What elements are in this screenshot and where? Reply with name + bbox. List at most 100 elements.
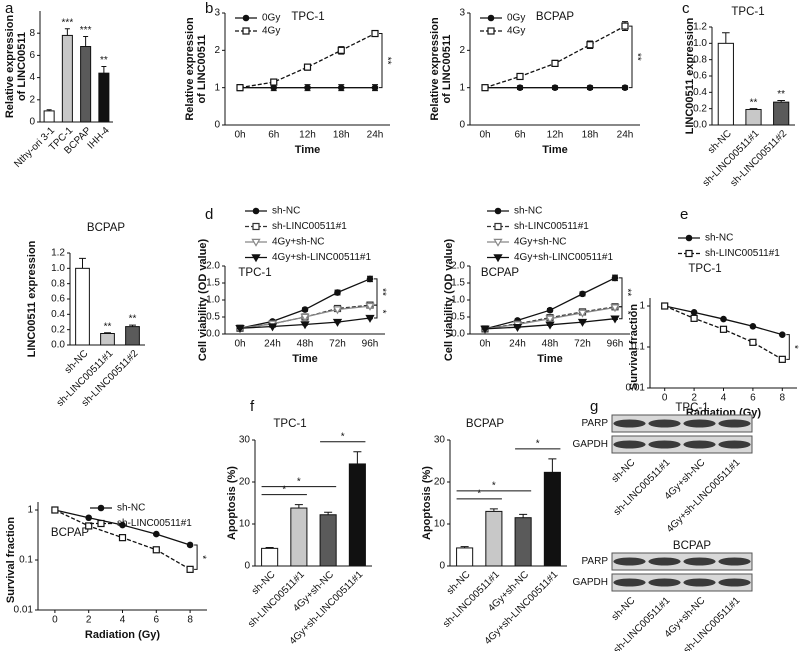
- chart-title: TPC-1: [238, 267, 271, 279]
- legend-label: 4Gy: [507, 26, 525, 37]
- legend-label: 4Gy+sh-LINC00511#1: [514, 252, 613, 263]
- legend-label: 4Gy: [262, 26, 280, 37]
- y-tick-label: 0.6: [693, 71, 707, 82]
- y-axis-label: Survival fraction: [628, 304, 640, 390]
- panel-label: b: [205, 0, 213, 17]
- bar: [100, 333, 115, 346]
- y-tick-label: 0.0: [206, 329, 220, 340]
- y-tick-label: 0.01: [14, 605, 34, 616]
- panel-label: a: [5, 0, 14, 17]
- bar: [125, 326, 140, 346]
- y-tick-label: 1.0: [451, 295, 465, 306]
- y-tick-label: 2: [29, 94, 35, 105]
- x-tick-label: 0h: [234, 339, 245, 350]
- bracket: [194, 544, 198, 570]
- blot-band: [718, 578, 751, 587]
- legend-marker: [494, 207, 502, 215]
- error-bar: [104, 332, 111, 334]
- legend-label: sh-NC: [272, 206, 300, 217]
- x-tick-label: 12h: [547, 130, 564, 141]
- x-tick-label: 0h: [479, 339, 490, 350]
- y-tick-label: 1.5: [451, 278, 465, 289]
- y-tick-label: 0: [439, 561, 445, 572]
- legend-marker: [242, 14, 250, 22]
- significance: *: [341, 431, 345, 442]
- y-tick-label: 0.8: [693, 54, 707, 65]
- y-tick-label: 1.0: [693, 38, 707, 49]
- data-point: [480, 325, 490, 334]
- blot-title: BCPAP: [673, 540, 711, 552]
- data-point: [586, 84, 594, 91]
- blot-strip: [611, 435, 753, 454]
- blot-band: [648, 578, 681, 587]
- error-bar: [79, 257, 86, 269]
- significance: **: [777, 89, 785, 100]
- data-point: [611, 274, 619, 282]
- y-tick-label: 4: [29, 72, 35, 83]
- blot-band: [683, 419, 716, 428]
- y-tick-label: 20: [434, 477, 446, 488]
- y-axis-label: of LINC00511: [441, 34, 453, 103]
- legend-label: sh-LINC00511#1: [514, 221, 589, 232]
- error-bar: [83, 36, 89, 47]
- error-bar: [64, 28, 70, 36]
- y-axis-label: Apoptosis (%): [421, 466, 433, 540]
- blot-band: [718, 440, 751, 449]
- data-point: [749, 338, 757, 346]
- data-point: [719, 325, 728, 333]
- error-bar: [101, 66, 107, 74]
- y-tick-label: 1: [214, 82, 220, 93]
- significance: *: [376, 310, 387, 314]
- data-point: [85, 514, 92, 522]
- legend-label: 4Gy+sh-LINC00511#1: [272, 252, 371, 263]
- bar: [514, 517, 532, 567]
- legend-marker: [685, 249, 693, 258]
- legend-marker: [252, 222, 260, 231]
- legend-marker: [251, 254, 261, 263]
- bracket: [786, 334, 790, 360]
- bar: [75, 267, 90, 346]
- data-point: [186, 541, 194, 549]
- x-tick-label: 24h: [617, 130, 634, 141]
- y-tick-label: 0.4: [693, 87, 707, 98]
- bar: [717, 42, 734, 126]
- y-axis-label: LINC00511 expression: [26, 240, 38, 357]
- blot-band: [613, 440, 646, 449]
- y-tick-label: 0: [459, 120, 465, 131]
- chart-title: TPC-1: [731, 6, 764, 18]
- data-point: [235, 325, 245, 334]
- error-bar: [324, 511, 333, 515]
- data-point: [545, 315, 555, 324]
- data-point: [586, 41, 594, 49]
- significance: *: [536, 439, 540, 450]
- blot-band: [718, 419, 751, 428]
- data-point: [551, 59, 559, 68]
- significance: **: [104, 321, 112, 332]
- data-point: [749, 322, 757, 330]
- y-tick-label: 0.0: [51, 340, 65, 351]
- x-tick-label: 24h: [264, 339, 281, 350]
- blot-band: [648, 419, 681, 428]
- blot-row-label: GAPDH: [572, 439, 608, 450]
- legend-marker: [97, 519, 105, 528]
- error-bar: [749, 108, 758, 110]
- y-tick-label: 0: [29, 117, 35, 128]
- bracket: [619, 306, 623, 320]
- data-point: [300, 321, 310, 330]
- bar: [80, 46, 92, 123]
- blot-strip: [611, 414, 753, 433]
- chart-title: TPC-1: [291, 11, 324, 23]
- y-tick-label: 0.0: [693, 120, 707, 131]
- bar: [43, 110, 55, 123]
- y-tick-label: 0.01: [626, 383, 646, 394]
- data-point: [153, 530, 160, 538]
- significance: *: [282, 484, 286, 495]
- significance: **: [631, 53, 642, 61]
- x-tick-label: 8: [187, 615, 193, 626]
- blot-band: [613, 419, 646, 428]
- bar: [261, 547, 279, 567]
- y-tick-label: 0.1: [631, 342, 645, 353]
- significance: *: [196, 555, 207, 559]
- legend-marker: [493, 238, 503, 247]
